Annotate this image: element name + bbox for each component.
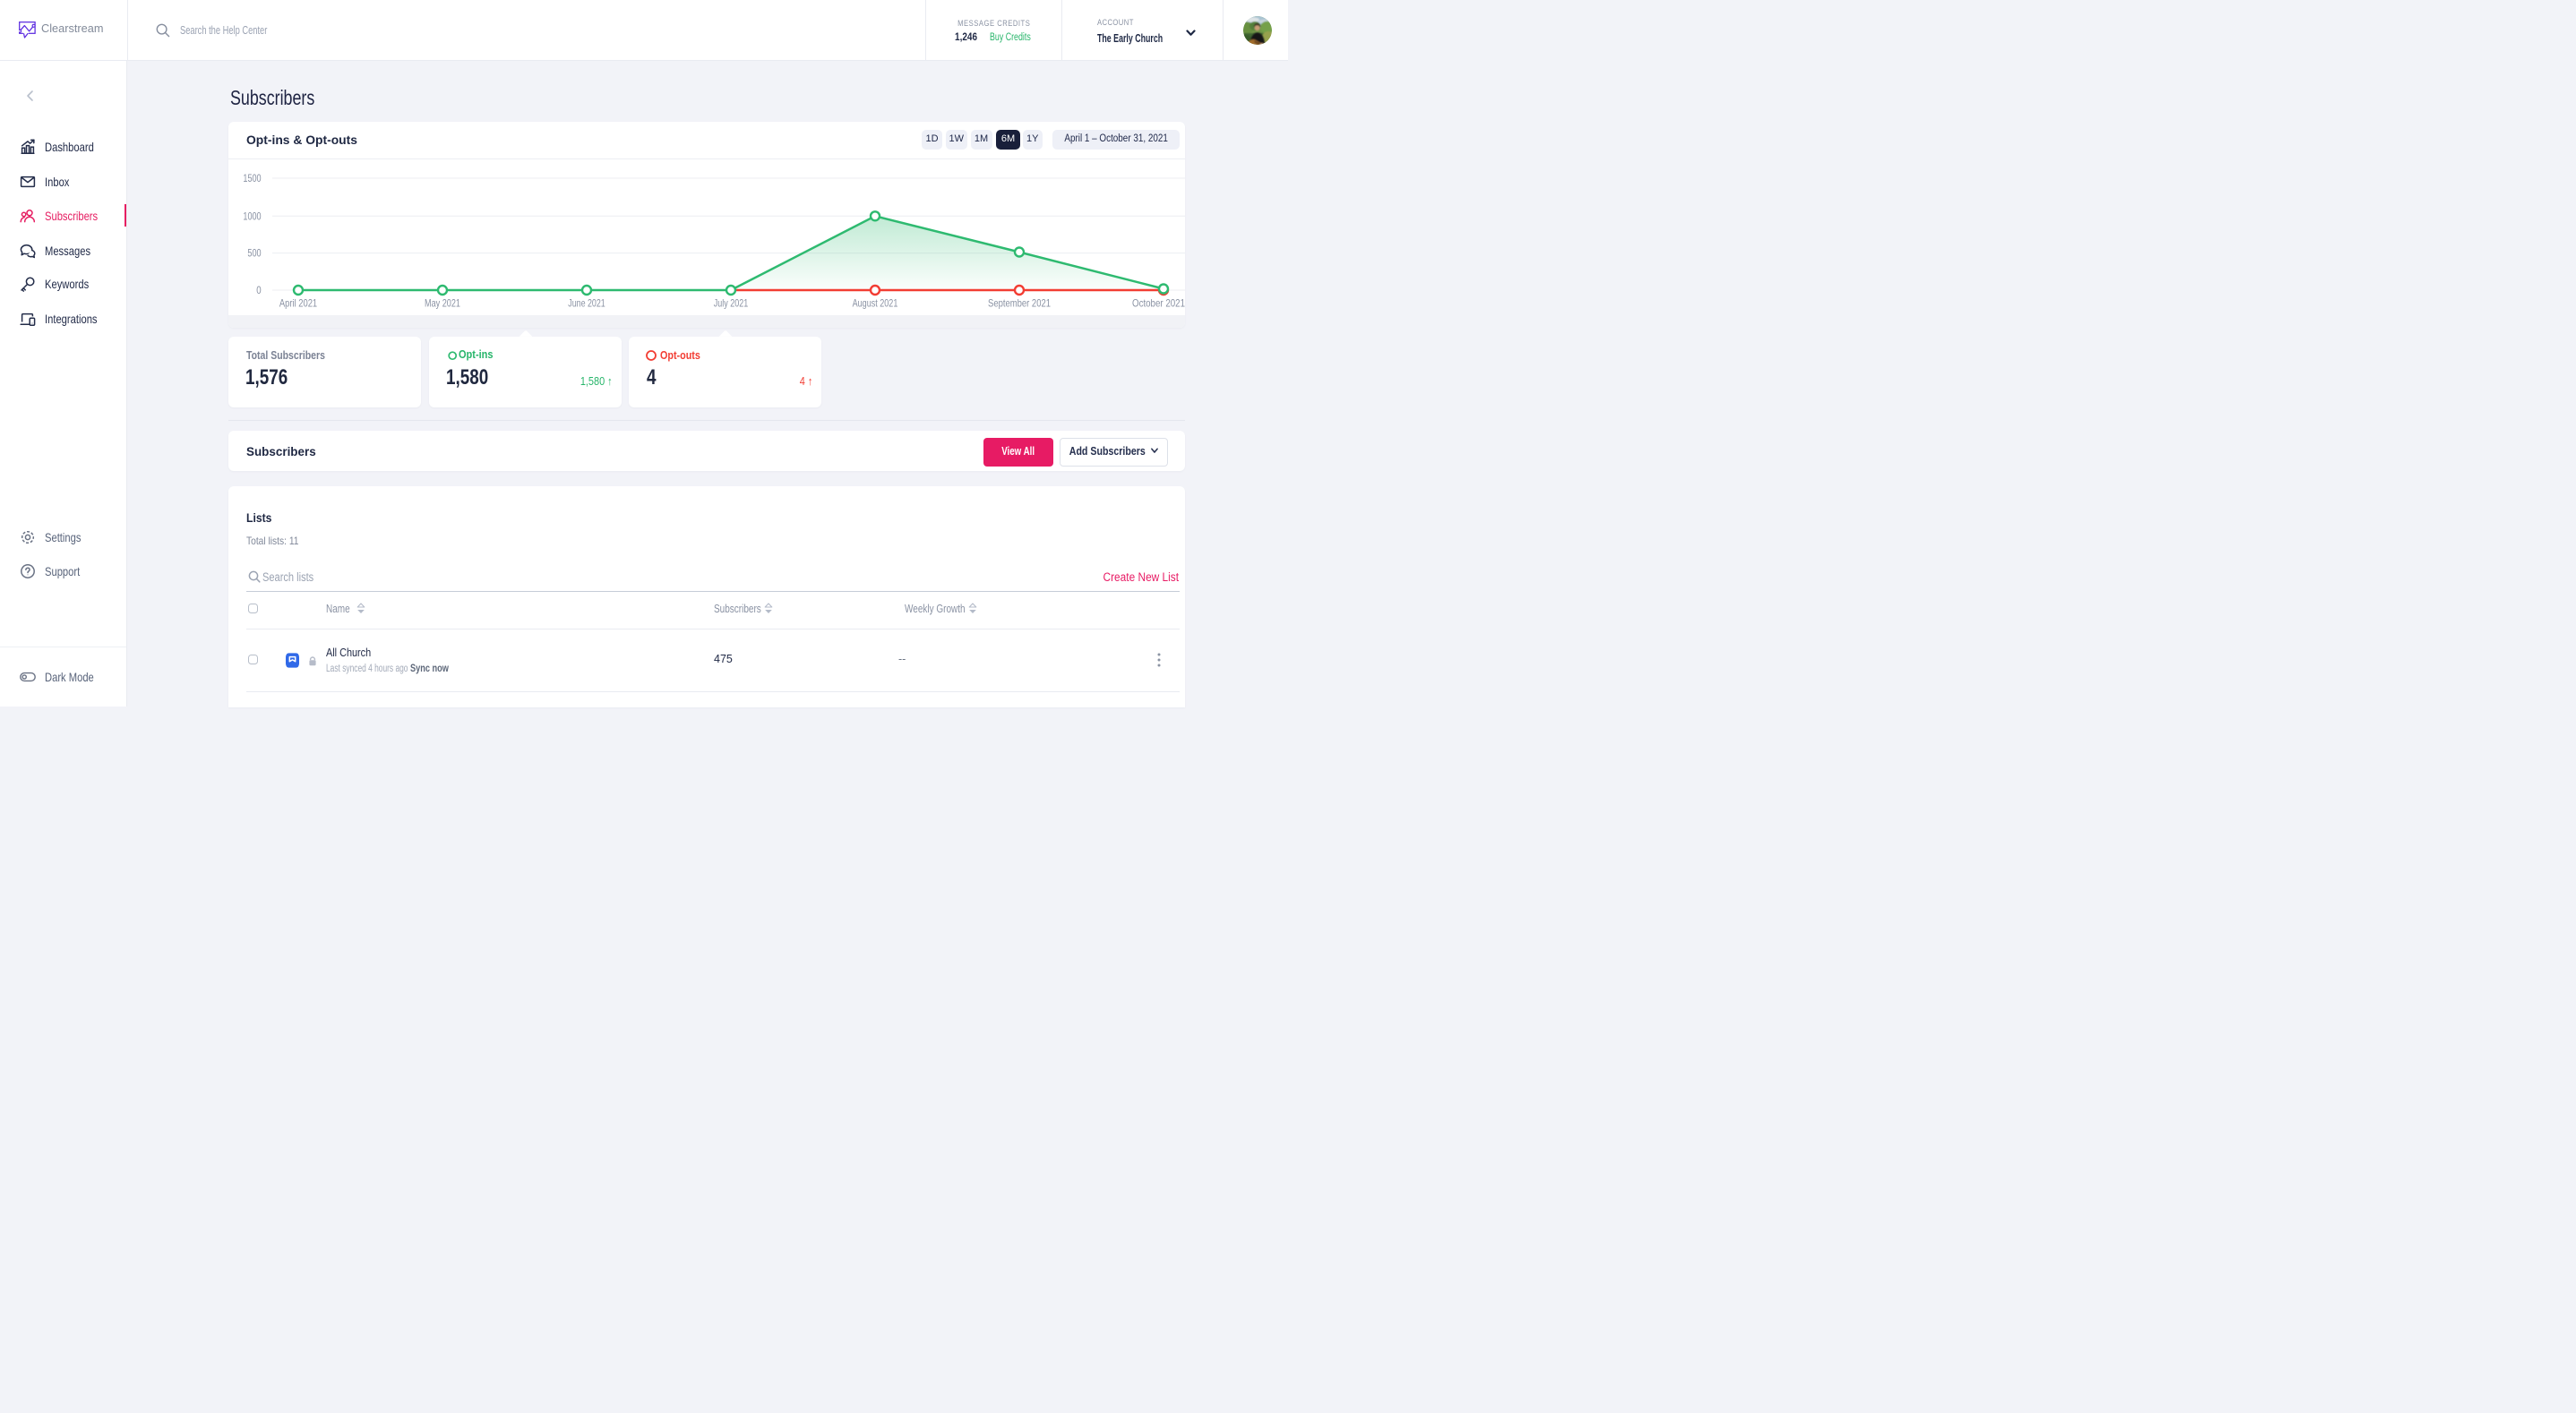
svg-text:August 2021: August 2021 [853,298,898,310]
svg-text:July 2021: July 2021 [714,298,749,310]
svg-text:500: 500 [247,248,262,260]
svg-text:1500: 1500 [243,173,262,184]
svg-text:April 2021: April 2021 [279,298,317,310]
svg-text:May 2021: May 2021 [425,298,460,310]
svg-text:October 2021: October 2021 [1132,298,1185,310]
svg-text:September 2021: September 2021 [988,298,1051,310]
svg-text:1000: 1000 [243,210,262,222]
svg-text:June 2021: June 2021 [568,298,605,310]
svg-text:0: 0 [256,285,262,296]
